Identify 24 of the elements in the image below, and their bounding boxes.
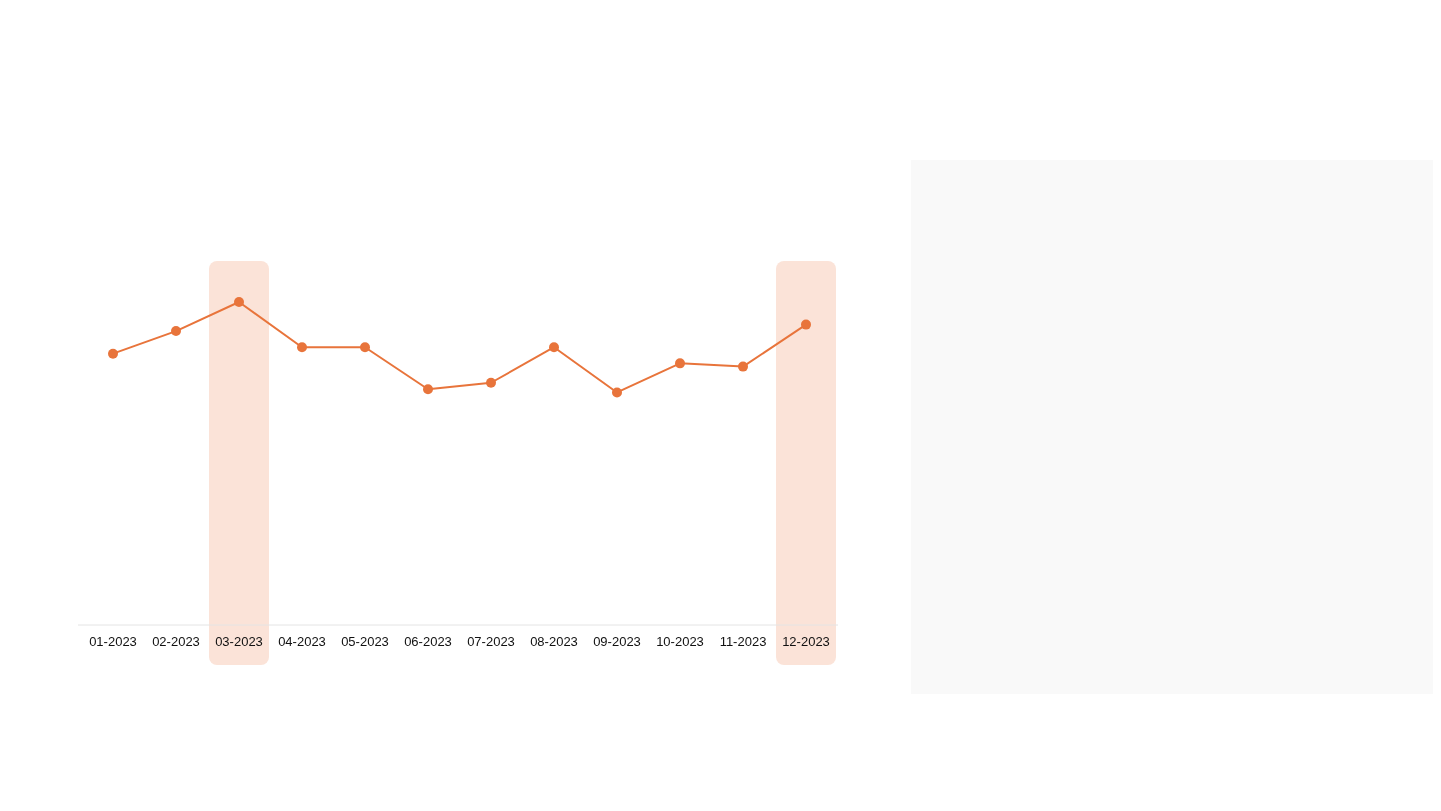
x-tick-label: 03-2023: [215, 634, 263, 649]
x-tick-label: 07-2023: [467, 634, 515, 649]
point: [738, 361, 748, 372]
x-tick-label: 09-2023: [593, 634, 641, 649]
x-tick-label: 02-2023: [152, 634, 200, 649]
x-tick-label: 05-2023: [341, 634, 389, 649]
point: [549, 342, 559, 353]
point: [423, 384, 433, 395]
point: [801, 319, 811, 330]
point: [108, 348, 118, 359]
point: [234, 297, 244, 307]
x-tick-label: 11-2023: [719, 634, 767, 649]
x-tick-label: 12-2023: [782, 634, 830, 649]
point: [297, 342, 307, 353]
point: [360, 342, 370, 353]
x-tick-label: 04-2023: [278, 634, 326, 649]
point: [171, 326, 181, 337]
x-tick-label: 08-2023: [530, 634, 578, 649]
point: [486, 377, 496, 388]
x-tick-label: 01-2023: [89, 634, 137, 649]
x-tick-label: 10-2023: [656, 634, 704, 649]
point: [612, 387, 622, 398]
point: [675, 358, 685, 369]
x-tick-label: 06-2023: [404, 634, 452, 649]
